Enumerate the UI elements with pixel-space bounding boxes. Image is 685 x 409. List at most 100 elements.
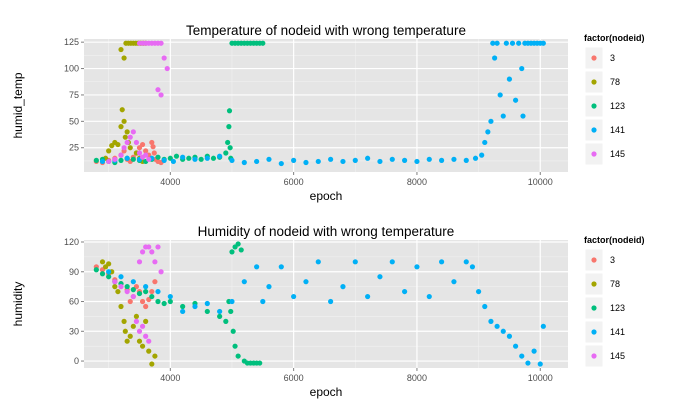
chart1-point-node-145 <box>121 145 127 151</box>
chart2-point-node-78 <box>106 261 112 267</box>
chart2-point-node-141 <box>414 264 420 270</box>
chart1-point-node-141 <box>439 157 445 163</box>
chart1-legend-title: factor(nodeid) <box>584 33 645 43</box>
chart2-point-node-141 <box>494 323 500 329</box>
chart2-point-node-78 <box>121 318 127 324</box>
chart1-point-node-145 <box>112 156 118 162</box>
chart1-title: Temperature of nodeid with wrong tempera… <box>186 23 466 38</box>
chart1-point-node-145 <box>136 150 143 156</box>
chart1-point-node-141 <box>516 40 522 46</box>
chart1-point-node-78 <box>121 118 127 124</box>
chart1-panel-background <box>84 39 568 172</box>
chart1-point-node-141 <box>303 159 309 166</box>
chart1-point-node-123 <box>226 124 232 130</box>
chart1-x-axis-label: epoch <box>310 189 343 203</box>
chart2-point-node-123 <box>155 298 161 305</box>
chart1-point-node-145 <box>158 92 164 98</box>
chart1-point-node-141 <box>509 40 516 46</box>
chart2-point-node-123 <box>232 343 238 349</box>
chart1-point-node-141 <box>170 158 177 165</box>
chart1-point-node-123 <box>226 108 233 114</box>
chart2-panel-background <box>84 240 568 368</box>
chart2-point-node-3 <box>152 279 158 285</box>
chart2-point-node-141 <box>106 269 112 275</box>
chart1-point-node-123 <box>130 156 136 162</box>
chart1-point-node-141 <box>241 159 247 166</box>
chart2-point-node-141 <box>315 259 321 265</box>
chart1-point-node-141 <box>488 118 494 124</box>
chart2-legend-key-145 <box>591 353 597 359</box>
chart2-point-node-145 <box>136 328 143 334</box>
chart2-point-node-123 <box>106 274 112 280</box>
chart1-point-node-141 <box>463 157 469 163</box>
chart1-y-tick-label: 100 <box>64 64 79 74</box>
chart1-point-node-3 <box>139 141 146 148</box>
chart2-point-node-141 <box>204 300 210 307</box>
chart2-point-node-141 <box>130 279 136 285</box>
chart2-legend-label-141: 141 <box>610 327 625 337</box>
chart1-point-node-78 <box>118 124 124 130</box>
chart1-point-node-141 <box>490 40 496 46</box>
chart2-point-node-141 <box>167 293 173 300</box>
chart2-point-node-123 <box>204 308 210 315</box>
chart2-point-node-141 <box>340 284 346 290</box>
chart2-point-node-141 <box>266 284 272 290</box>
chart2-legend-title: factor(nodeid) <box>584 235 645 245</box>
chart1-legend-key-145 <box>591 151 597 157</box>
chart2-point-node-78 <box>149 361 155 367</box>
chart2-point-node-145 <box>146 338 152 344</box>
chart2-legend-label-3: 3 <box>610 255 615 265</box>
chart1-legend-label-123: 123 <box>610 101 625 111</box>
chart1-point-node-141 <box>485 129 491 135</box>
chart2-x-axis-label: epoch <box>310 385 343 399</box>
chart1-legend-label-145: 145 <box>610 149 625 159</box>
chart1-point-node-141 <box>328 156 334 162</box>
chart1-point-node-123 <box>210 155 217 161</box>
chart1-legend-label-3: 3 <box>610 53 615 63</box>
chart2-point-node-141 <box>155 288 161 295</box>
chart1-point-node-3 <box>143 148 149 154</box>
chart1-point-node-78 <box>118 46 124 53</box>
chart2-point-node-141 <box>377 274 383 280</box>
chart1-point-node-141 <box>414 158 420 165</box>
chart1-point-node-145 <box>118 152 124 158</box>
chart2-point-node-123 <box>93 267 99 273</box>
chart2-point-node-123 <box>228 308 234 315</box>
chart1-point-node-141 <box>340 158 346 165</box>
chart2-point-node-145 <box>136 259 143 265</box>
chart1-point-node-141 <box>482 139 488 146</box>
chart1-point-node-123 <box>198 156 204 162</box>
chart2-point-node-78 <box>115 288 121 295</box>
chart2-point-node-141 <box>254 264 260 270</box>
chart2-point-node-141 <box>118 274 124 280</box>
chart1-point-node-123 <box>260 40 266 46</box>
chart2-point-node-78 <box>99 259 106 265</box>
chart2-point-node-123 <box>143 288 149 295</box>
chart2-point-node-3 <box>139 298 146 305</box>
chart2-point-node-141 <box>143 284 149 290</box>
chart2-point-node-3 <box>143 303 149 310</box>
chart2-y-tick-label: 90 <box>69 267 79 277</box>
chart1-point-node-141 <box>506 76 513 82</box>
chart1-point-node-141 <box>192 156 198 162</box>
chart2-point-node-78 <box>133 313 140 320</box>
chart1-y-tick-label: 75 <box>69 90 79 100</box>
chart2-point-node-141 <box>303 279 309 285</box>
chart1-point-node-141 <box>479 152 485 158</box>
chart1-point-node-141 <box>503 40 509 46</box>
chart1-point-node-145 <box>143 152 149 158</box>
chart2-point-node-141 <box>506 333 513 339</box>
chart1-point-node-141 <box>266 156 272 162</box>
chart2-point-node-78 <box>122 328 128 334</box>
chart2-point-node-141 <box>482 303 488 310</box>
chart2-point-node-141 <box>426 293 432 300</box>
chart2-point-node-141 <box>260 298 266 305</box>
chart2-point-node-145 <box>139 249 146 255</box>
chart1-legend-label-78: 78 <box>610 77 620 87</box>
chart2-title: Humidity of nodeid with wrong temperatur… <box>198 224 455 239</box>
chart2-point-node-141 <box>488 318 494 324</box>
chart2-x-tick-label: 6000 <box>284 373 304 383</box>
chart1-point-node-145 <box>124 139 130 146</box>
chart2-point-node-123 <box>223 318 229 324</box>
chart1-point-node-141 <box>500 113 506 119</box>
